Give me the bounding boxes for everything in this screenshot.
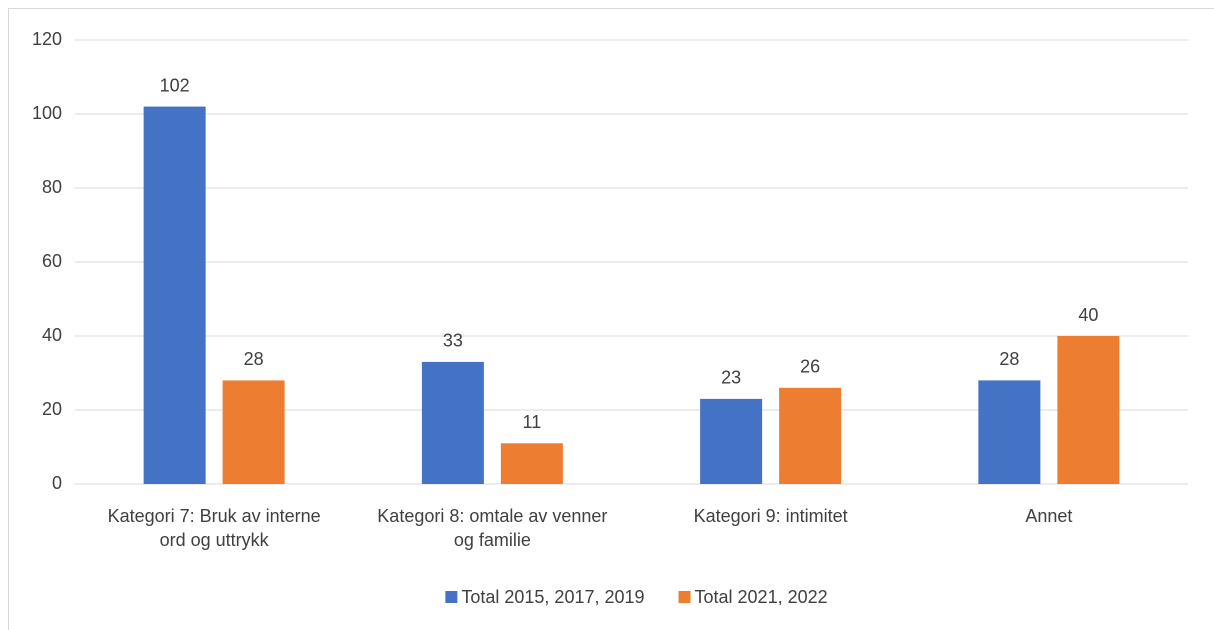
x-tick-label: Annet [1025,506,1072,526]
bar [222,380,285,484]
y-tick-label: 20 [42,399,62,419]
data-label: 33 [443,331,463,351]
y-tick-label: 100 [32,103,62,123]
x-tick-label: Kategori 8: omtale av venner og familie [377,506,607,550]
data-label: 23 [721,368,741,388]
y-tick-label: 0 [52,473,62,493]
legend-label: Total 2015, 2017, 2019 [461,587,644,607]
x-tick-label: Kategori 9: intimitet [694,506,848,526]
bar [500,443,563,484]
x-tick-label: Kategori 7: Bruk av interne ord og uttryk… [108,506,321,550]
bar [1057,336,1120,484]
x-tick-label-line: Kategori 8: omtale av venner [377,506,607,526]
x-tick-label-line: og familie [454,530,531,550]
data-label: 28 [244,349,264,369]
x-tick-label-line: ord og uttrykk [160,530,270,550]
y-tick-label: 80 [42,177,62,197]
data-label: 28 [999,349,1019,369]
chart-frame [8,8,1214,630]
y-tick-label: 120 [32,29,62,49]
y-tick-label: 40 [42,325,62,345]
x-tick-label-line: Kategori 7: Bruk av interne [108,506,321,526]
legend-swatch [445,591,458,603]
data-label: 26 [800,357,820,377]
data-label: 40 [1078,305,1098,325]
x-tick-label-line: Annet [1025,506,1072,526]
bar [978,380,1041,484]
legend: Total 2015, 2017, 2019 Total 2021, 2022 [445,587,828,607]
bar [700,398,763,484]
bar [421,361,484,484]
x-tick-label-line: Kategori 9: intimitet [694,506,848,526]
y-tick-label: 60 [42,251,62,271]
legend-label: Total 2021, 2022 [695,587,828,607]
bar [779,387,842,484]
data-label: 102 [160,75,190,95]
bar [143,106,206,484]
data-label: 11 [523,412,542,432]
legend-swatch [678,591,691,603]
